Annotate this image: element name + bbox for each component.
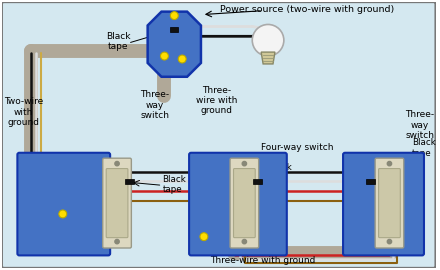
FancyBboxPatch shape <box>106 168 128 238</box>
Circle shape <box>170 12 178 19</box>
Text: Black
tape: Black tape <box>106 32 130 51</box>
FancyBboxPatch shape <box>2 2 436 268</box>
Text: Black
tape: Black tape <box>412 138 436 157</box>
FancyBboxPatch shape <box>103 158 132 248</box>
Text: Three-
way
switch: Three- way switch <box>140 90 169 120</box>
FancyBboxPatch shape <box>230 158 259 248</box>
Polygon shape <box>261 52 275 64</box>
FancyBboxPatch shape <box>234 168 255 238</box>
Polygon shape <box>148 12 201 77</box>
Circle shape <box>387 161 392 166</box>
FancyBboxPatch shape <box>375 158 404 248</box>
Circle shape <box>387 239 392 244</box>
Text: Black
tape: Black tape <box>268 163 292 182</box>
Circle shape <box>242 239 246 244</box>
Circle shape <box>200 233 208 241</box>
Text: Two-wire
with
ground: Two-wire with ground <box>4 97 43 127</box>
FancyBboxPatch shape <box>189 153 287 255</box>
Circle shape <box>178 55 186 63</box>
Text: Black
tape: Black tape <box>162 175 186 194</box>
Circle shape <box>161 52 169 60</box>
FancyBboxPatch shape <box>17 153 110 255</box>
Bar <box>366 179 375 184</box>
Text: Three-
way
switch: Three- way switch <box>406 110 435 140</box>
Circle shape <box>242 161 246 166</box>
Circle shape <box>115 161 119 166</box>
FancyBboxPatch shape <box>378 168 400 238</box>
Text: Three-wire with ground: Three-wire with ground <box>210 256 316 265</box>
Text: Three-
wire with
ground: Three- wire with ground <box>196 86 238 115</box>
FancyBboxPatch shape <box>343 153 424 255</box>
Circle shape <box>59 210 67 218</box>
Bar <box>170 27 178 32</box>
Text: Four-way switch: Four-way switch <box>261 143 334 152</box>
Text: Power source (two-wire with ground): Power source (two-wire with ground) <box>220 5 395 14</box>
Circle shape <box>115 239 119 244</box>
Bar <box>253 179 262 184</box>
Circle shape <box>252 25 284 56</box>
Bar <box>125 179 134 184</box>
